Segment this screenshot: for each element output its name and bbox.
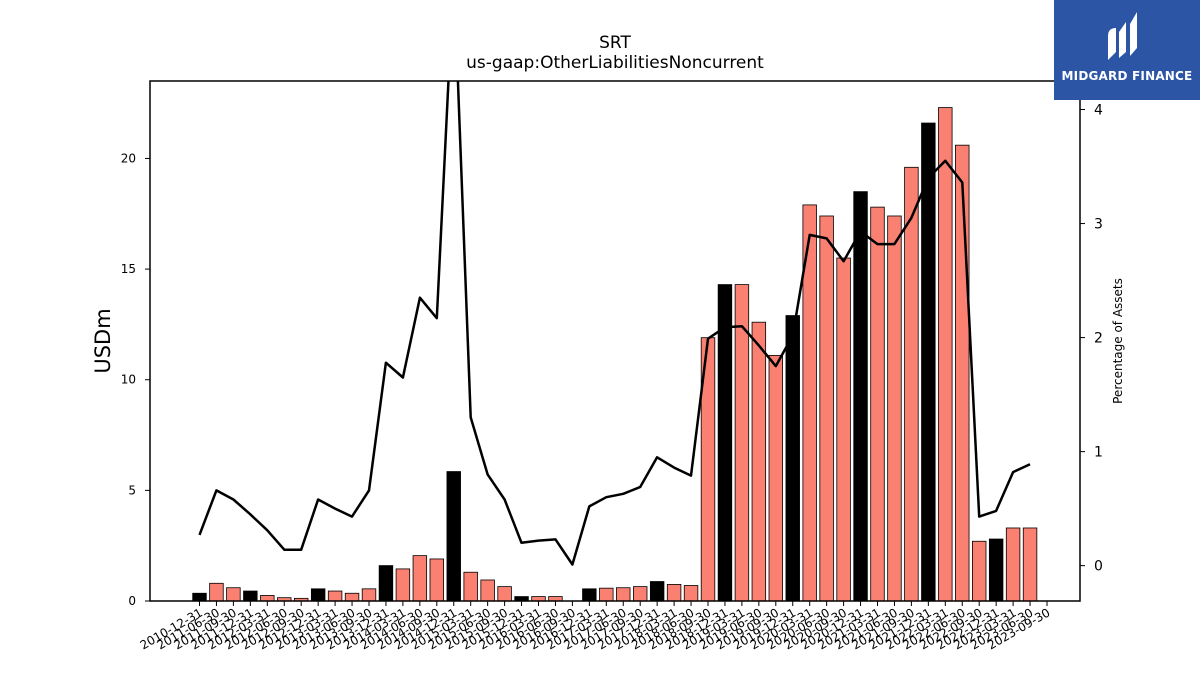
bar — [785, 315, 800, 602]
bar — [463, 571, 478, 602]
bar — [446, 471, 461, 602]
bar — [599, 587, 614, 602]
y-tick-label: 15 — [121, 262, 136, 276]
bar — [260, 595, 275, 602]
bar — [1005, 527, 1021, 602]
x-axis: 2010-12-312011-06-302011-09-302011-12-31… — [138, 601, 1053, 652]
y2-tick-label: 3 — [1094, 217, 1103, 233]
bar — [310, 588, 326, 602]
bar — [192, 592, 207, 602]
y-tick-label: 5 — [128, 483, 136, 497]
bar — [870, 206, 885, 602]
y-axis-left: 0 5 10 15 20 — [121, 151, 150, 608]
logo-text: MIDGARD FINANCE — [1061, 69, 1193, 83]
bar — [768, 354, 784, 602]
bar — [412, 555, 428, 602]
bar — [819, 215, 834, 602]
bar — [921, 122, 936, 602]
bar — [666, 584, 682, 602]
brand-logo: MIDGARD FINANCE — [1054, 0, 1200, 100]
bar — [327, 590, 343, 602]
bar — [497, 586, 512, 602]
bar — [226, 587, 241, 602]
y-tick-label: 0 — [128, 594, 136, 608]
line-series-wrap — [198, 81, 1031, 566]
chart-title: SRT — [599, 33, 631, 53]
y2-tick-label: 2 — [1094, 331, 1103, 347]
chart-subtitle: us-gaap:OtherLiabilitiesNoncurrent — [466, 53, 764, 73]
bar — [988, 538, 1004, 602]
bar — [243, 590, 258, 602]
y-axis-label: USDm — [91, 308, 115, 373]
bar — [480, 579, 495, 602]
bar-series — [192, 107, 1038, 602]
bar — [751, 321, 767, 602]
y2-tick-label: 1 — [1094, 445, 1103, 461]
bar — [649, 581, 665, 602]
bar — [836, 257, 851, 602]
y2-tick-label: 4 — [1094, 103, 1103, 119]
bar — [361, 588, 377, 602]
y2-axis-label: Percentage of Assets — [1111, 278, 1125, 404]
y2-tick-label: 0 — [1094, 559, 1103, 575]
bar — [429, 558, 445, 602]
bar — [633, 586, 648, 602]
bar — [395, 568, 411, 602]
y-tick-label: 20 — [121, 151, 136, 165]
bar — [344, 592, 360, 602]
bar — [955, 144, 970, 602]
bar — [582, 588, 597, 602]
bar — [887, 215, 902, 602]
bar — [904, 166, 919, 602]
y-axis-right: 0 1 2 3 4 — [1080, 103, 1103, 575]
bar — [853, 191, 868, 602]
bar — [938, 107, 953, 602]
y-tick-label: 10 — [121, 373, 136, 387]
bar — [717, 284, 733, 602]
bar — [378, 565, 394, 602]
bar — [683, 585, 699, 602]
midgard-logo-icon — [1108, 12, 1137, 60]
pct-assets-line — [198, 81, 1031, 566]
bar — [1022, 527, 1038, 602]
plot-frame — [149, 80, 1081, 602]
bar — [209, 582, 224, 602]
bar — [972, 540, 987, 602]
bar — [616, 587, 631, 602]
